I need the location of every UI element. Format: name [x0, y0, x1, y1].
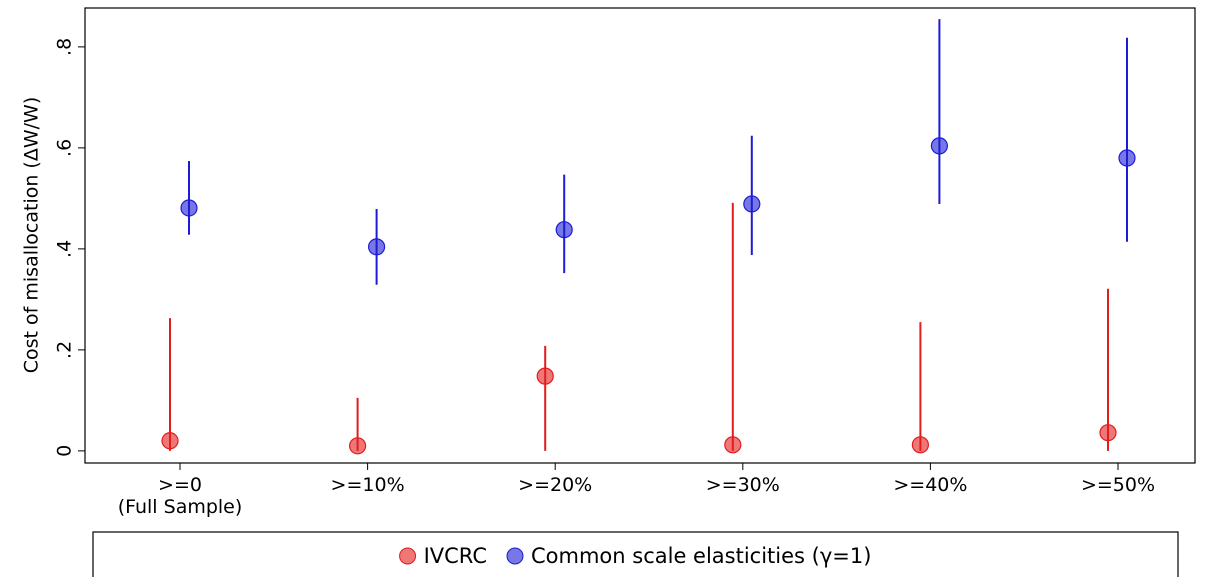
x-tick-label: >=0 (Full Sample)	[118, 474, 243, 518]
legend-marker	[399, 547, 417, 565]
x-tick-label: >=50%	[1081, 474, 1155, 496]
point	[1099, 424, 1117, 442]
point	[724, 436, 742, 454]
point	[180, 199, 198, 217]
plot-frame	[84, 7, 1196, 464]
legend-label: IVCRC	[424, 544, 487, 568]
point	[161, 432, 179, 450]
x-tick-label: >=40%	[893, 474, 967, 496]
point	[368, 238, 386, 256]
x-tick-label: >=20%	[518, 474, 592, 496]
y-tick-label: .8	[54, 38, 76, 56]
y-axis-label: Cost of misallocation (ΔW/W)	[21, 97, 43, 373]
x-tick-label: >=30%	[706, 474, 780, 496]
point	[349, 437, 367, 455]
y-tick-label: .4	[54, 240, 76, 258]
point	[743, 195, 761, 213]
point	[536, 367, 554, 385]
point	[930, 137, 949, 155]
legend-box	[92, 531, 1179, 577]
y-tick-label: .6	[54, 139, 76, 157]
legend: IVCRC Common scale elasticities (γ=1)	[399, 544, 871, 568]
legend-marker	[506, 547, 524, 565]
x-tick-label: >=10%	[331, 474, 405, 496]
point	[1118, 149, 1136, 167]
y-tick-label: .2	[54, 341, 76, 359]
y-tick-label: 0	[54, 445, 76, 457]
legend-label: Common scale elasticities (γ=1)	[531, 544, 871, 568]
point	[911, 436, 930, 454]
point	[555, 221, 573, 239]
